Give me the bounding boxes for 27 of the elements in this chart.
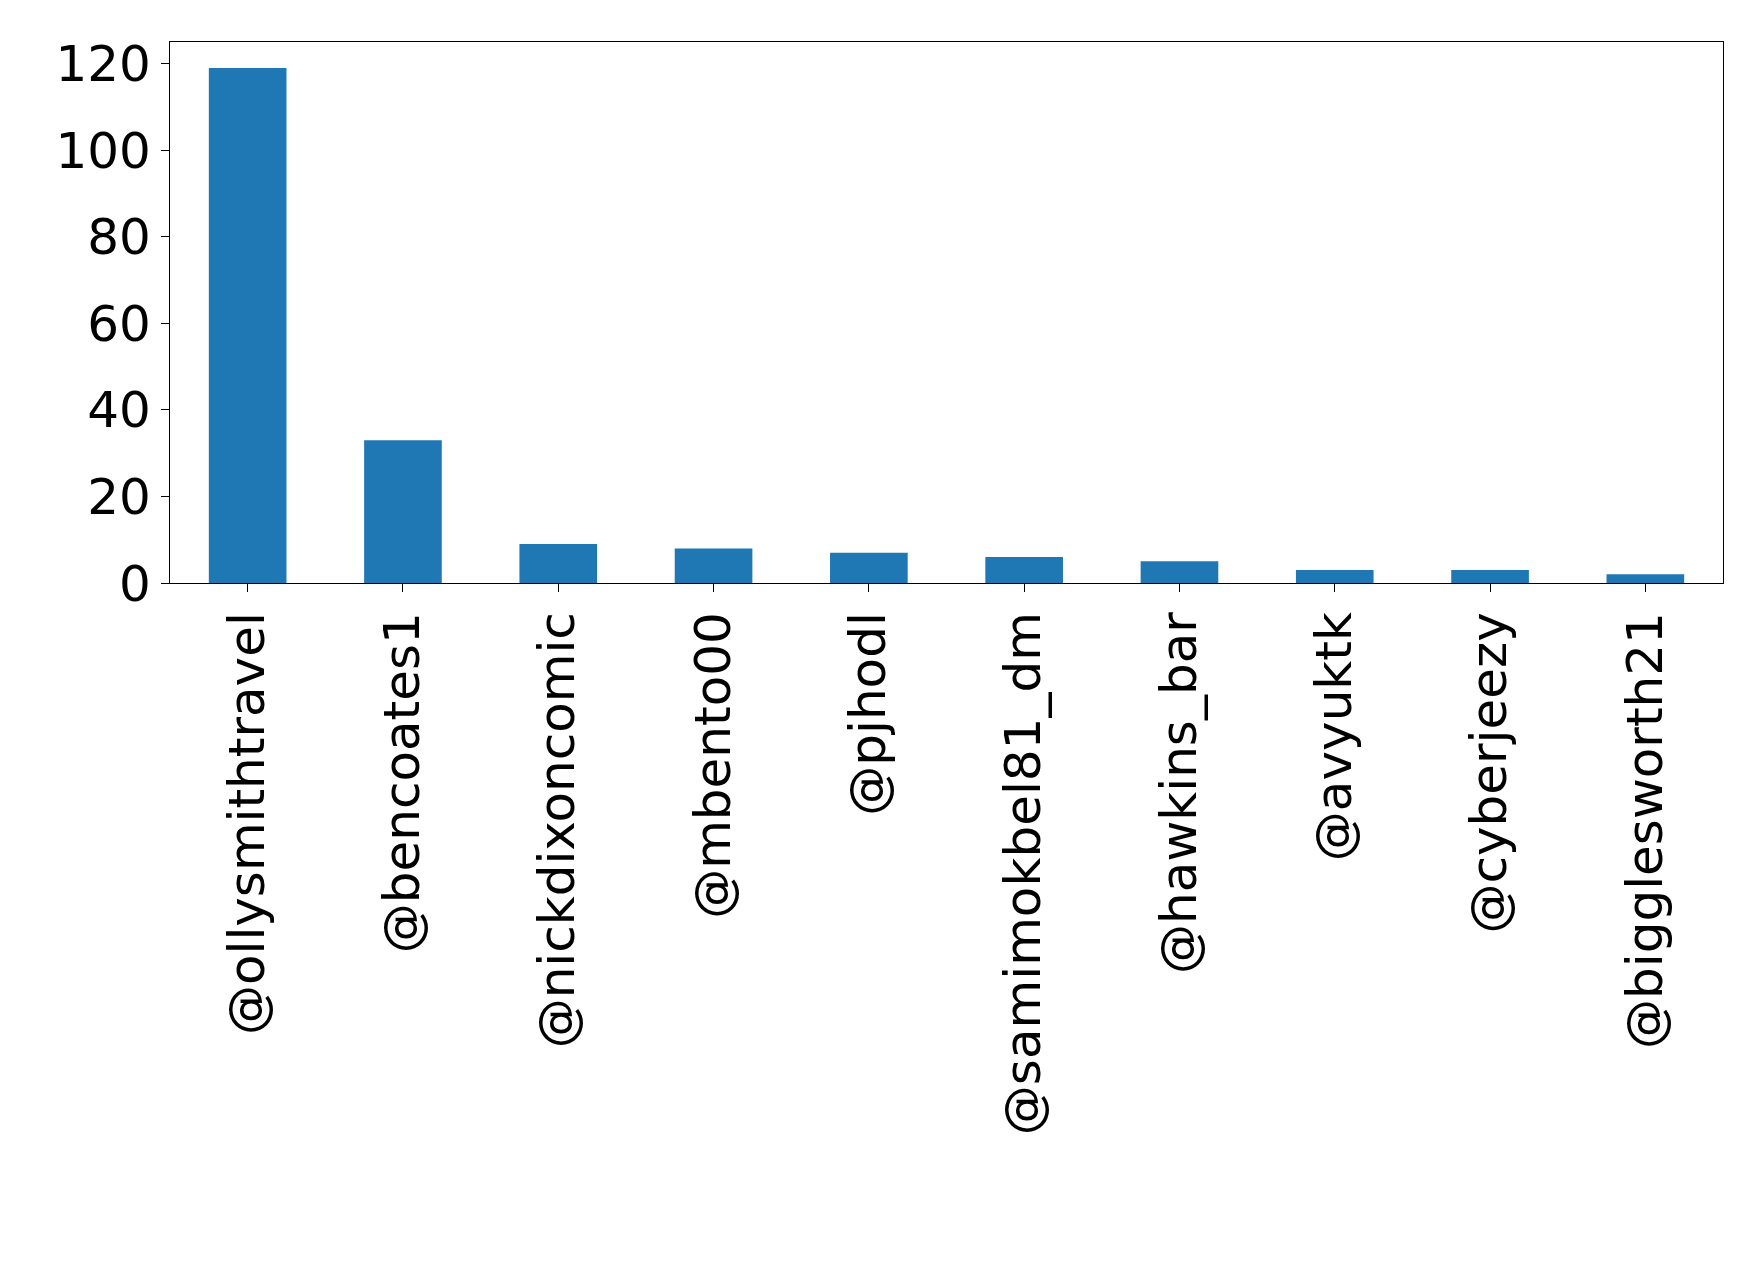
- bar: [1451, 570, 1529, 583]
- x-tick-label: @ollysmithtravel: [217, 612, 276, 1036]
- y-tick-label: 0: [119, 554, 151, 613]
- bar: [364, 440, 442, 583]
- bar: [1140, 561, 1219, 583]
- bar: [985, 557, 1063, 583]
- bar: [208, 67, 287, 583]
- bar: [1606, 574, 1685, 583]
- bar: [1295, 570, 1374, 583]
- x-tick-label: @bencoates1: [373, 612, 432, 954]
- x-tick-label: @samimokbel81_dm: [994, 612, 1053, 1136]
- bar: [830, 552, 908, 583]
- x-tick-label: @mbento00: [683, 612, 742, 919]
- y-tick-label: 40: [87, 381, 151, 440]
- x-tick-label: @bigglesworth21: [1615, 612, 1674, 1049]
- x-tick-label: @nickdixoncomic: [528, 612, 587, 1049]
- bar: [519, 544, 598, 583]
- y-tick-label: 20: [87, 467, 151, 526]
- x-tick-label: @cyberjeezy: [1460, 612, 1519, 934]
- y-tick-label: 100: [55, 121, 151, 180]
- y-tick-label: 120: [55, 35, 151, 94]
- x-tick-label: @hawkins_bar: [1149, 611, 1208, 974]
- y-tick-label: 60: [87, 294, 151, 353]
- x-tick-label: @avyuktk: [1305, 612, 1363, 862]
- x-tick-label: @pjhodl: [839, 612, 898, 816]
- bar: [674, 548, 753, 583]
- y-tick-label: 80: [87, 208, 151, 267]
